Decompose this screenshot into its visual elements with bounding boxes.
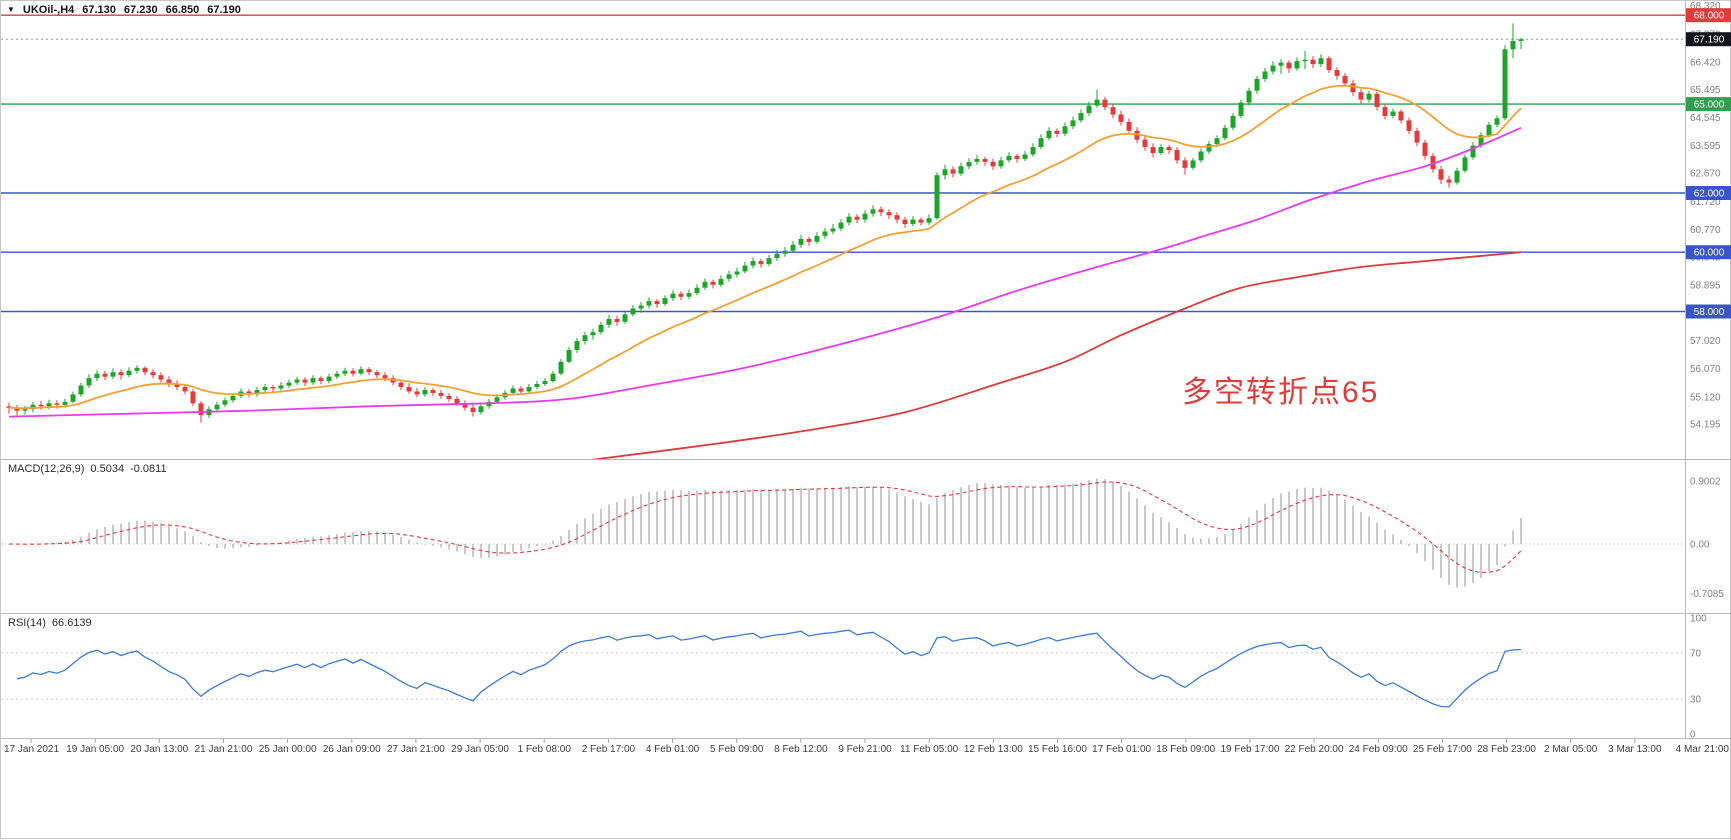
svg-text:11 Feb 05:00: 11 Feb 05:00 xyxy=(900,744,959,755)
svg-text:28 Feb 23:00: 28 Feb 23:00 xyxy=(1477,744,1536,755)
svg-text:65.495: 65.495 xyxy=(1690,85,1721,96)
svg-text:58.000: 58.000 xyxy=(1694,307,1725,318)
price-badge: 58.000 xyxy=(1686,304,1731,319)
svg-text:55.120: 55.120 xyxy=(1690,392,1721,403)
svg-text:0.9002: 0.9002 xyxy=(1690,476,1721,487)
svg-text:22 Feb 20:00: 22 Feb 20:00 xyxy=(1285,744,1344,755)
svg-text:70: 70 xyxy=(1690,648,1702,659)
svg-text:15 Feb 16:00: 15 Feb 16:00 xyxy=(1028,744,1087,755)
svg-text:68.000: 68.000 xyxy=(1694,11,1725,22)
svg-text:1 Feb 08:00: 1 Feb 08:00 xyxy=(518,744,572,755)
svg-text:27 Jan 21:00: 27 Jan 21:00 xyxy=(387,744,445,755)
price-badge: 60.000 xyxy=(1686,245,1731,260)
symbol-period-label: UKOil-,H4 xyxy=(22,4,75,16)
svg-text:60.770: 60.770 xyxy=(1690,225,1721,236)
open-value: 67.130 xyxy=(82,4,116,16)
svg-text:67.190: 67.190 xyxy=(1694,35,1725,46)
svg-text:30: 30 xyxy=(1690,695,1702,706)
candles-layer xyxy=(6,23,1524,423)
svg-text:24 Feb 09:00: 24 Feb 09:00 xyxy=(1349,744,1408,755)
macd-value: 0.5034 xyxy=(90,463,125,475)
svg-text:66.420: 66.420 xyxy=(1690,58,1721,69)
svg-text:5 Feb 09:00: 5 Feb 09:00 xyxy=(710,744,764,755)
svg-text:68.320: 68.320 xyxy=(1690,1,1721,12)
svg-text:17 Feb 01:00: 17 Feb 01:00 xyxy=(1092,744,1151,755)
price-badge: 67.190 xyxy=(1686,32,1731,47)
svg-text:0: 0 xyxy=(1690,730,1696,741)
rsi-value: 66.6139 xyxy=(51,617,92,629)
svg-text:12 Feb 13:00: 12 Feb 13:00 xyxy=(964,744,1023,755)
svg-text:0.00: 0.00 xyxy=(1690,540,1710,551)
price-badges-layer: 68.000 65.000 62.000 60.000 58.000 67.190 xyxy=(1686,8,1731,319)
time-axis[interactable]: 17 Jan 2021 19 Jan 05:00 20 Jan 13:00 21 Ja… xyxy=(4,739,1729,755)
rsi-indicator-label: RSI(14) 66.6139 xyxy=(8,617,98,629)
svg-text:9 Feb 21:00: 9 Feb 21:00 xyxy=(838,744,892,755)
moving-averages-layer xyxy=(8,84,1522,459)
svg-text:-0.7085: -0.7085 xyxy=(1690,589,1724,600)
price-axis[interactable]: 68.32067.37066.42065.49564.54563.59562.6… xyxy=(1690,1,1724,740)
rsi-name: RSI(14) xyxy=(8,617,46,629)
svg-text:2 Mar 05:00: 2 Mar 05:00 xyxy=(1544,744,1598,755)
low-value: 66.850 xyxy=(165,4,200,16)
svg-text:3 Mar 13:00: 3 Mar 13:00 xyxy=(1608,744,1662,755)
svg-text:17 Jan 2021: 17 Jan 2021 xyxy=(4,744,59,755)
svg-text:58.895: 58.895 xyxy=(1690,280,1721,291)
macd-signal-value: -0.0811 xyxy=(130,463,167,475)
svg-text:62.000: 62.000 xyxy=(1694,188,1725,199)
svg-text:19 Feb 17:00: 19 Feb 17:00 xyxy=(1220,744,1279,755)
price-badge: 62.000 xyxy=(1686,186,1731,200)
rsi-layer xyxy=(1,629,1685,708)
price-badge: 68.000 xyxy=(1686,8,1731,23)
svg-text:25 Feb 17:00: 25 Feb 17:00 xyxy=(1413,744,1472,755)
svg-text:65.000: 65.000 xyxy=(1694,100,1725,111)
svg-text:29 Jan 05:00: 29 Jan 05:00 xyxy=(451,744,509,755)
price-levels-layer xyxy=(1,14,1685,313)
svg-text:20 Jan 13:00: 20 Jan 13:00 xyxy=(130,744,188,755)
svg-text:63.595: 63.595 xyxy=(1690,141,1721,152)
svg-text:60.000: 60.000 xyxy=(1694,248,1725,259)
svg-text:64.545: 64.545 xyxy=(1690,113,1721,124)
close-value: 67.190 xyxy=(207,4,241,16)
svg-text:56.070: 56.070 xyxy=(1690,364,1721,375)
symbol-info-bar: ▼ UKOil-,H4 67.130 67.230 66.850 67.190 xyxy=(7,3,241,17)
chart-annotation: 多空转折点65 xyxy=(1182,376,1380,409)
chart-dropdown-icon[interactable]: ▼ xyxy=(7,5,15,14)
svg-text:18 Feb 09:00: 18 Feb 09:00 xyxy=(1156,744,1215,755)
svg-text:62.670: 62.670 xyxy=(1690,169,1721,180)
macd-indicator-label: MACD(12,26,9) 0.5034 -0.0811 xyxy=(8,463,173,475)
svg-text:100: 100 xyxy=(1690,614,1707,625)
svg-text:61.720: 61.720 xyxy=(1690,197,1721,208)
svg-text:25 Jan 00:00: 25 Jan 00:00 xyxy=(259,744,317,755)
svg-text:8 Feb 12:00: 8 Feb 12:00 xyxy=(774,744,828,755)
panel-separators xyxy=(1,1,1731,739)
price-badge: 65.000 xyxy=(1686,97,1731,112)
high-value: 67.230 xyxy=(123,4,158,16)
macd-layer xyxy=(1,478,1685,588)
svg-text:4 Mar 21:00: 4 Mar 21:00 xyxy=(1676,744,1730,755)
svg-text:57.020: 57.020 xyxy=(1690,336,1721,347)
macd-name: MACD(12,26,9) xyxy=(8,463,85,475)
svg-text:26 Jan 09:00: 26 Jan 09:00 xyxy=(323,744,381,755)
svg-text:4 Feb 01:00: 4 Feb 01:00 xyxy=(646,744,700,755)
svg-text:54.195: 54.195 xyxy=(1690,420,1721,431)
svg-text:21 Jan 21:00: 21 Jan 21:00 xyxy=(195,744,253,755)
svg-text:19 Jan 05:00: 19 Jan 05:00 xyxy=(66,744,124,755)
svg-text:2 Feb 17:00: 2 Feb 17:00 xyxy=(582,744,636,755)
